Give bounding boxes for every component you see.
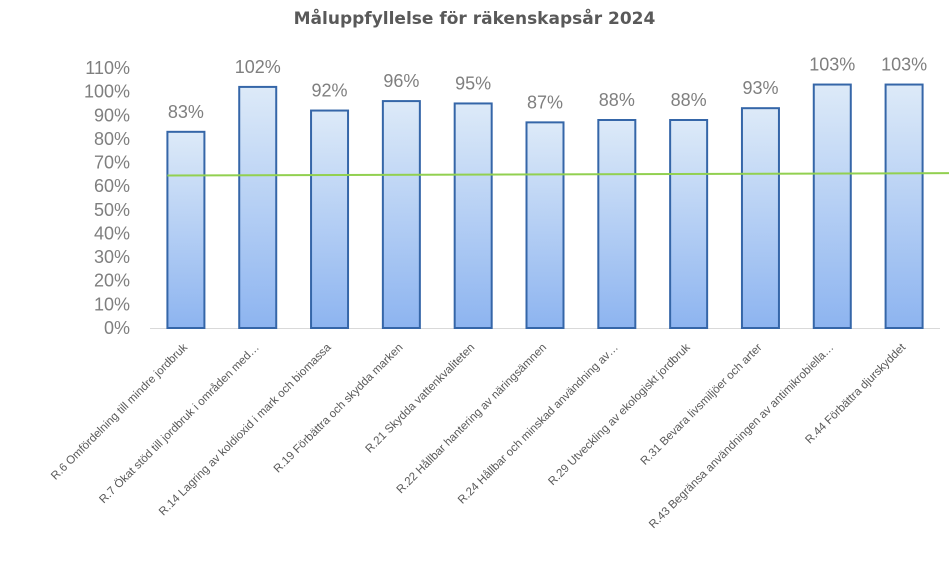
x-tick-label: R.31 Bevara livsmiljöer och arter [639,342,765,468]
bar [311,111,348,328]
data-label: 102% [235,57,281,77]
y-tick-label: 100% [84,82,130,102]
data-label: 88% [671,90,707,110]
bar [239,87,276,328]
bars [167,85,922,328]
y-tick-label: 70% [94,153,130,173]
y-tick-label: 30% [94,247,130,267]
data-label: 92% [312,81,348,101]
y-axis: 0% 10% 20% 30% 40% 50% 60% 70% 80% 90% 100% 110% [84,58,130,338]
data-label: 87% [527,92,563,112]
y-tick-label: 10% [94,294,130,314]
data-label: 95% [455,73,491,93]
bar [598,120,635,328]
x-axis-labels: R.6 Omfördelning till mindre jordbrukR.7… [49,341,909,531]
data-label: 103% [881,55,927,75]
y-tick-label: 40% [94,223,130,243]
y-tick-label: 110% [85,58,130,78]
y-tick-label: 60% [94,176,130,196]
data-label: 93% [742,78,778,98]
x-tick-label: R.7 Ökat stöd till jordbruk i områden me… [97,342,261,506]
bar [167,132,204,328]
y-tick-label: 90% [94,105,130,125]
bar [527,122,564,328]
y-tick-label: 50% [94,200,130,220]
bar [455,103,492,328]
bar [383,101,420,328]
bar [742,108,779,328]
x-tick-label: R.6 Omfördelning till mindre jordbruk [49,341,190,482]
data-label: 96% [383,71,419,91]
data-label: 88% [599,90,635,110]
x-tick-label: R.19 Förbättra och skydda marken [272,342,406,476]
x-tick-label: R.22 Hållbar hantering av näringsämnen [395,342,549,496]
data-label: 103% [809,55,855,75]
y-tick-label: 80% [94,129,130,149]
y-tick-label: 0% [104,318,130,338]
bar [886,85,923,328]
bar [670,120,707,328]
bar [814,85,851,328]
x-tick-label: R.29 Utveckling av ekologiskt jordbruk [546,341,693,488]
x-tick-label: R.24 Hållbar och minskad användning av… [456,342,621,507]
data-label: 83% [168,102,204,122]
y-tick-label: 20% [94,271,130,291]
